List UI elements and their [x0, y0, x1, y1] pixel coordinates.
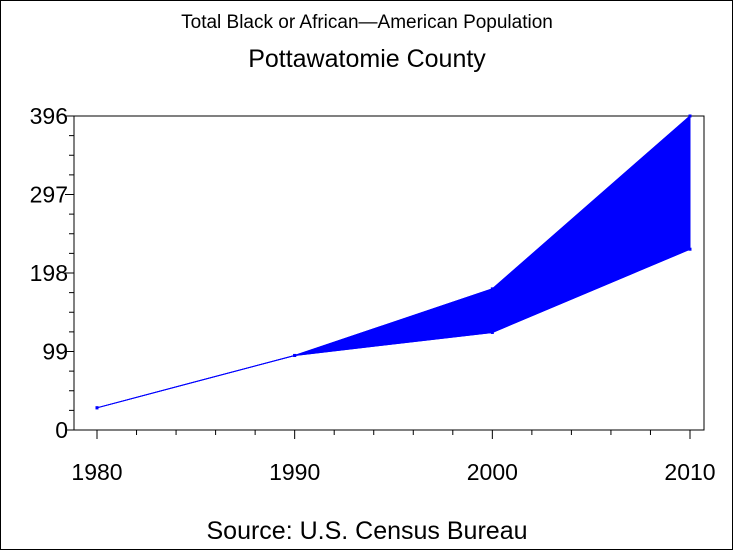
y-tick-label: 297 [30, 182, 68, 208]
y-tick-label: 99 [42, 339, 68, 365]
data-point [490, 287, 494, 291]
data-point [293, 353, 297, 357]
chart-subtitle: Pottawatomie County [248, 45, 486, 73]
y-tick-label: 198 [30, 260, 68, 286]
y-tick-label: 396 [30, 103, 68, 129]
x-tick-label: 1990 [269, 459, 320, 485]
series-line-1 [96, 115, 691, 409]
x-tick-label: 1980 [71, 459, 122, 485]
band-layer [95, 114, 692, 410]
range-band [96, 114, 691, 409]
y-tick-label: 0 [55, 417, 68, 443]
data-point [95, 406, 99, 410]
source-note: Source: U.S. Census Bureau [207, 517, 528, 545]
axis-layer: 0 99 198 297 396 1980 1990 2000 2010 [30, 103, 716, 485]
x-tick-label: 2000 [467, 459, 518, 485]
x-tick-label: 2010 [664, 459, 715, 485]
chart-title: Total Black or African—American Populati… [181, 12, 553, 33]
data-point [490, 330, 494, 334]
data-point [688, 247, 692, 251]
data-point [688, 114, 692, 118]
